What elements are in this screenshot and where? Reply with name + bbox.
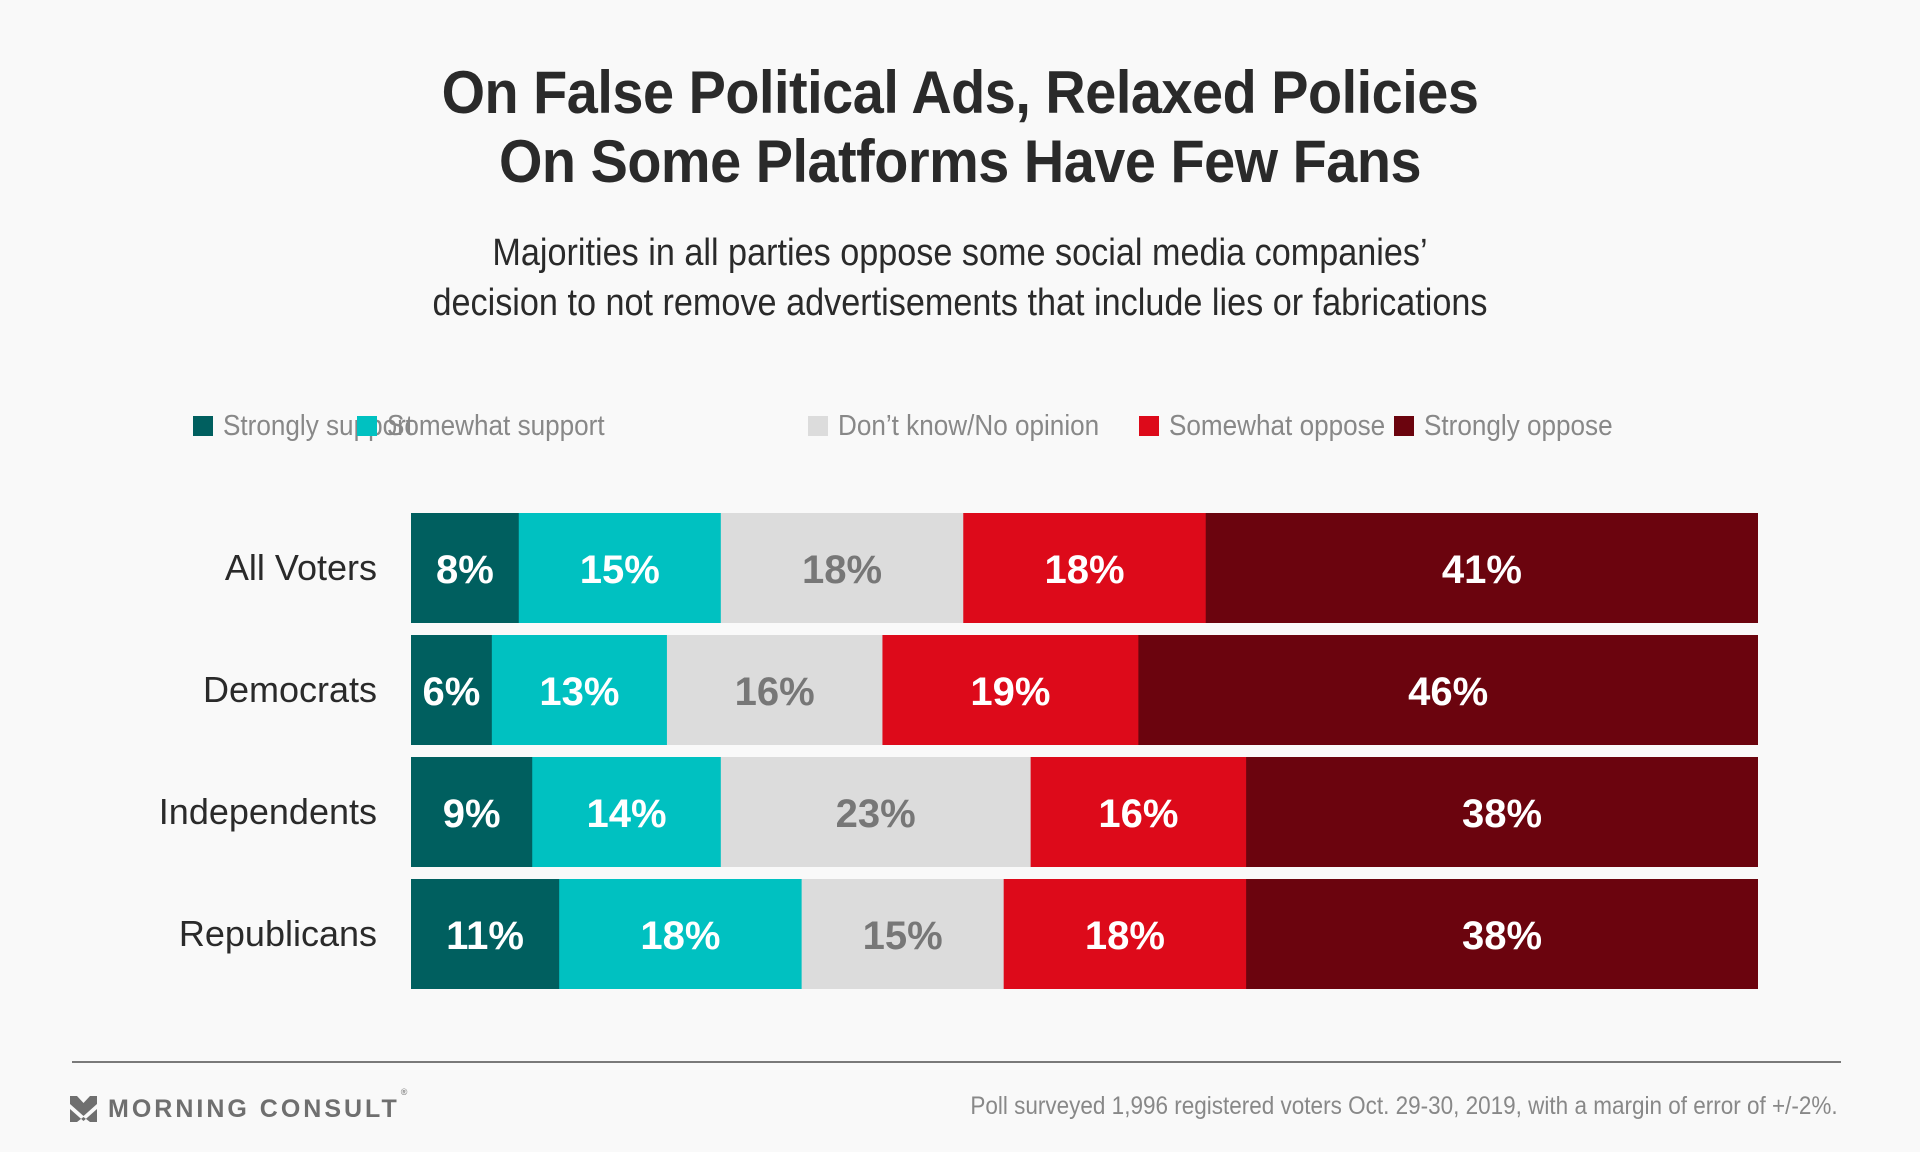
legend-swatch: [808, 416, 828, 436]
legend-swatch: [1139, 416, 1159, 436]
morning-consult-logo: MORNING CONSULT®: [70, 1087, 410, 1125]
legend-label: Somewhat oppose: [1169, 409, 1386, 442]
row-label-independents: Independents: [158, 791, 377, 832]
bar-segment-democrats-strongly-support: [411, 635, 493, 745]
data-label-all-voters-strongly-oppose: 41%: [1442, 548, 1522, 592]
data-label-republicans-don-t-know-no-opinion: 15%: [863, 914, 943, 958]
data-label-democrats-strongly-support: 6%: [423, 670, 481, 714]
bar-segment-all-voters-strongly-oppose: [1205, 513, 1758, 623]
bar-row-republicans: 11% 18% 15% 18% 38%: [411, 879, 1758, 989]
bar-segment-democrats-strongly-oppose: [1138, 635, 1758, 745]
data-label-independents-strongly-support: 9%: [443, 792, 501, 836]
data-label-all-voters-don-t-know-no-opinion: 18%: [802, 548, 882, 592]
data-label-republicans-somewhat-oppose: 18%: [1085, 914, 1165, 958]
bar-segment-independents-don-t-know-no-opinion: [720, 757, 1032, 867]
data-label-all-voters-somewhat-support: 15%: [580, 548, 660, 592]
bar-segment-all-voters-somewhat-oppose: [963, 513, 1207, 623]
chart-title-line-2: On Some Platforms Have Few Fans: [498, 128, 1422, 195]
legend-item-somewhat-oppose: Somewhat oppose: [1139, 406, 1409, 446]
bar-segment-independents-strongly-support: [411, 757, 533, 867]
data-label-republicans-somewhat-support: 18%: [640, 914, 720, 958]
brand-text: MORNING CONSULT: [108, 1094, 400, 1123]
chart-subtitle-line-2: decision to not remove advertisements th…: [432, 282, 1488, 324]
legend-swatch: [357, 416, 377, 436]
legend-item-strongly-support: Strongly support: [193, 406, 434, 446]
legend-label: Don’t know/No opinion: [838, 409, 1100, 442]
bar-segment-democrats-don-t-know-no-opinion: [666, 635, 883, 745]
data-label-independents-don-t-know-no-opinion: 23%: [836, 792, 916, 836]
bar-row-independents: 9% 14% 23% 16% 38%: [411, 757, 1758, 867]
legend-swatch: [1394, 416, 1414, 436]
data-label-democrats-don-t-know-no-opinion: 16%: [735, 670, 815, 714]
bar-segment-democrats-somewhat-support: [491, 635, 668, 745]
legend-label: Strongly oppose: [1424, 409, 1613, 442]
data-label-democrats-strongly-oppose: 46%: [1408, 670, 1488, 714]
bar-row-democrats: 6% 13% 16% 19% 46%: [411, 635, 1758, 745]
bar-segment-all-voters-somewhat-support: [518, 513, 722, 623]
footer-divider: [72, 1061, 1841, 1063]
legend-item-dont-know: Don’t know/No opinion: [808, 406, 1128, 446]
data-label-republicans-strongly-oppose: 38%: [1462, 914, 1542, 958]
bar-segment-democrats-somewhat-oppose: [882, 635, 1139, 745]
chart-title-line-1: On False Political Ads, Relaxed Policies: [441, 59, 1479, 126]
data-label-democrats-somewhat-support: 13%: [539, 670, 619, 714]
legend-item-strongly-oppose: Strongly oppose: [1394, 406, 1634, 446]
bar-segment-republicans-somewhat-oppose: [1003, 879, 1247, 989]
bar-segment-independents-somewhat-oppose: [1030, 757, 1247, 867]
data-label-all-voters-strongly-support: 8%: [436, 548, 494, 592]
bar-segment-republicans-don-t-know-no-opinion: [801, 879, 1005, 989]
chart-title: On False Political Ads, Relaxed Policies…: [0, 58, 1920, 196]
data-label-democrats-somewhat-oppose: 19%: [970, 670, 1050, 714]
bar-segment-republicans-strongly-oppose: [1246, 879, 1758, 989]
data-label-independents-strongly-oppose: 38%: [1462, 792, 1542, 836]
source-note: Poll surveyed 1,996 registered voters Oc…: [970, 1092, 1838, 1120]
bar-segment-republicans-somewhat-support: [559, 879, 803, 989]
row-label-republicans: Republicans: [178, 913, 377, 954]
data-label-republicans-strongly-support: 11%: [446, 914, 524, 958]
legend-label: Somewhat support: [387, 409, 605, 442]
chart-subtitle-line-1: Majorities in all parties oppose some so…: [492, 232, 1428, 274]
brand-name: MORNING CONSULT®: [108, 1087, 410, 1124]
registered-mark: ®: [400, 1086, 411, 1097]
bar-segment-independents-strongly-oppose: [1246, 757, 1758, 867]
legend-label: Strongly support: [223, 409, 414, 442]
legend-item-somewhat-support: Somewhat support: [357, 406, 629, 446]
bar-segment-all-voters-strongly-support: [411, 513, 520, 623]
bar-segment-republicans-strongly-support: [411, 879, 560, 989]
legend-swatch: [193, 416, 213, 436]
data-label-independents-somewhat-support: 14%: [586, 792, 666, 836]
bar-segment-all-voters-don-t-know-no-opinion: [720, 513, 964, 623]
bar-row-all-voters: 8% 15% 18% 18% 41%: [411, 513, 1758, 623]
bar-segment-independents-somewhat-support: [532, 757, 722, 867]
morning-consult-chevron-icon: [70, 1096, 97, 1122]
row-label-all-voters: All Voters: [224, 547, 377, 588]
data-label-independents-somewhat-oppose: 16%: [1098, 792, 1178, 836]
data-label-all-voters-somewhat-oppose: 18%: [1044, 548, 1124, 592]
chart-subtitle: Majorities in all parties oppose some so…: [0, 228, 1920, 328]
row-label-democrats: Democrats: [202, 669, 377, 710]
